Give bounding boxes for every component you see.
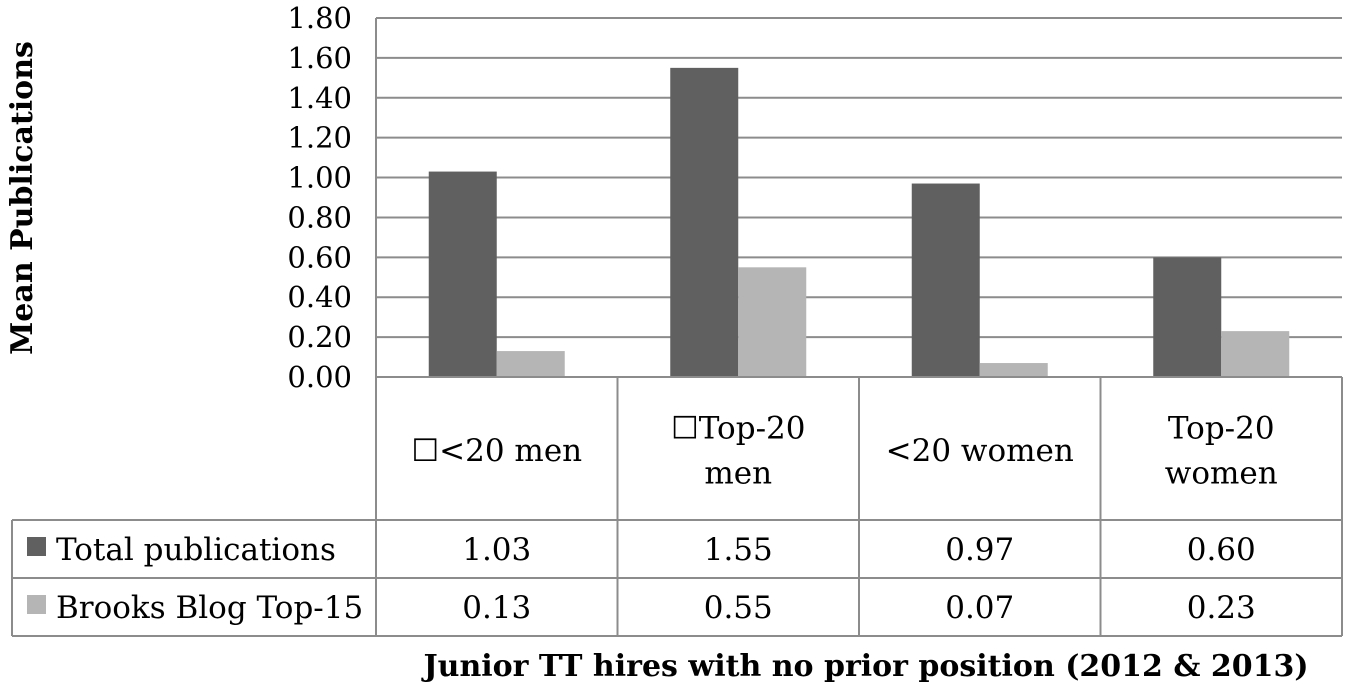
legend-swatch (27, 595, 46, 614)
data-table: ☐<20 men ☐Top-20 men <20 women Top-20 women To… (11, 376, 1343, 637)
data-label: 0.23 (1187, 590, 1256, 626)
x-tick-label: ☐Top-20 men (671, 411, 806, 492)
bar-total-publications (911, 183, 980, 377)
bar-total-publications (1153, 257, 1222, 377)
y-tick-label: 1.20 (287, 121, 352, 155)
legend-swatch (27, 537, 46, 556)
data-label: 0.13 (462, 590, 531, 626)
gridlines (375, 17, 1342, 378)
y-tick-label: 0.60 (287, 240, 352, 274)
data-label: 0.07 (945, 590, 1014, 626)
x-axis-title: Junior TT hires with no prior position (… (420, 649, 1308, 684)
data-label: 1.03 (462, 532, 531, 568)
y-tick-label: 0.40 (287, 280, 352, 314)
data-label: 0.55 (704, 590, 773, 626)
bars (428, 67, 1290, 377)
data-label: 1.55 (704, 532, 773, 568)
bar-brooks-blog-top-15 (1221, 331, 1290, 377)
legend-label: Brooks Blog Top-15 (56, 590, 363, 626)
y-tick-label: 0.20 (287, 320, 352, 354)
bar-total-publications (428, 171, 497, 377)
y-tick-label: 1.40 (287, 81, 352, 115)
bar-brooks-blog-top-15 (738, 267, 807, 377)
x-tick-label: Top-20 women (1165, 411, 1278, 492)
y-tick-label: 1.80 (287, 1, 352, 35)
data-label: 0.60 (1187, 532, 1256, 568)
data-label: 0.97 (945, 532, 1014, 568)
bar-brooks-blog-top-15 (496, 351, 565, 377)
y-axis-title: Mean Publications (5, 41, 40, 355)
legend-label: Total publications (56, 532, 336, 568)
bar-total-publications (670, 67, 739, 377)
y-tick-label: 0.00 (287, 360, 352, 394)
x-tick-label: ☐<20 men (411, 433, 582, 469)
y-tick-label: 1.00 (287, 161, 352, 195)
y-tick-label: 1.60 (287, 41, 352, 75)
x-tick-label: <20 women (886, 433, 1074, 469)
y-tick-label: 0.80 (287, 200, 352, 234)
y-tick-labels: 0.00 0.20 0.40 0.60 0.80 1.00 1.20 1.40 1.60 1.80 (287, 1, 352, 394)
bar-brooks-blog-top-15 (979, 363, 1048, 377)
